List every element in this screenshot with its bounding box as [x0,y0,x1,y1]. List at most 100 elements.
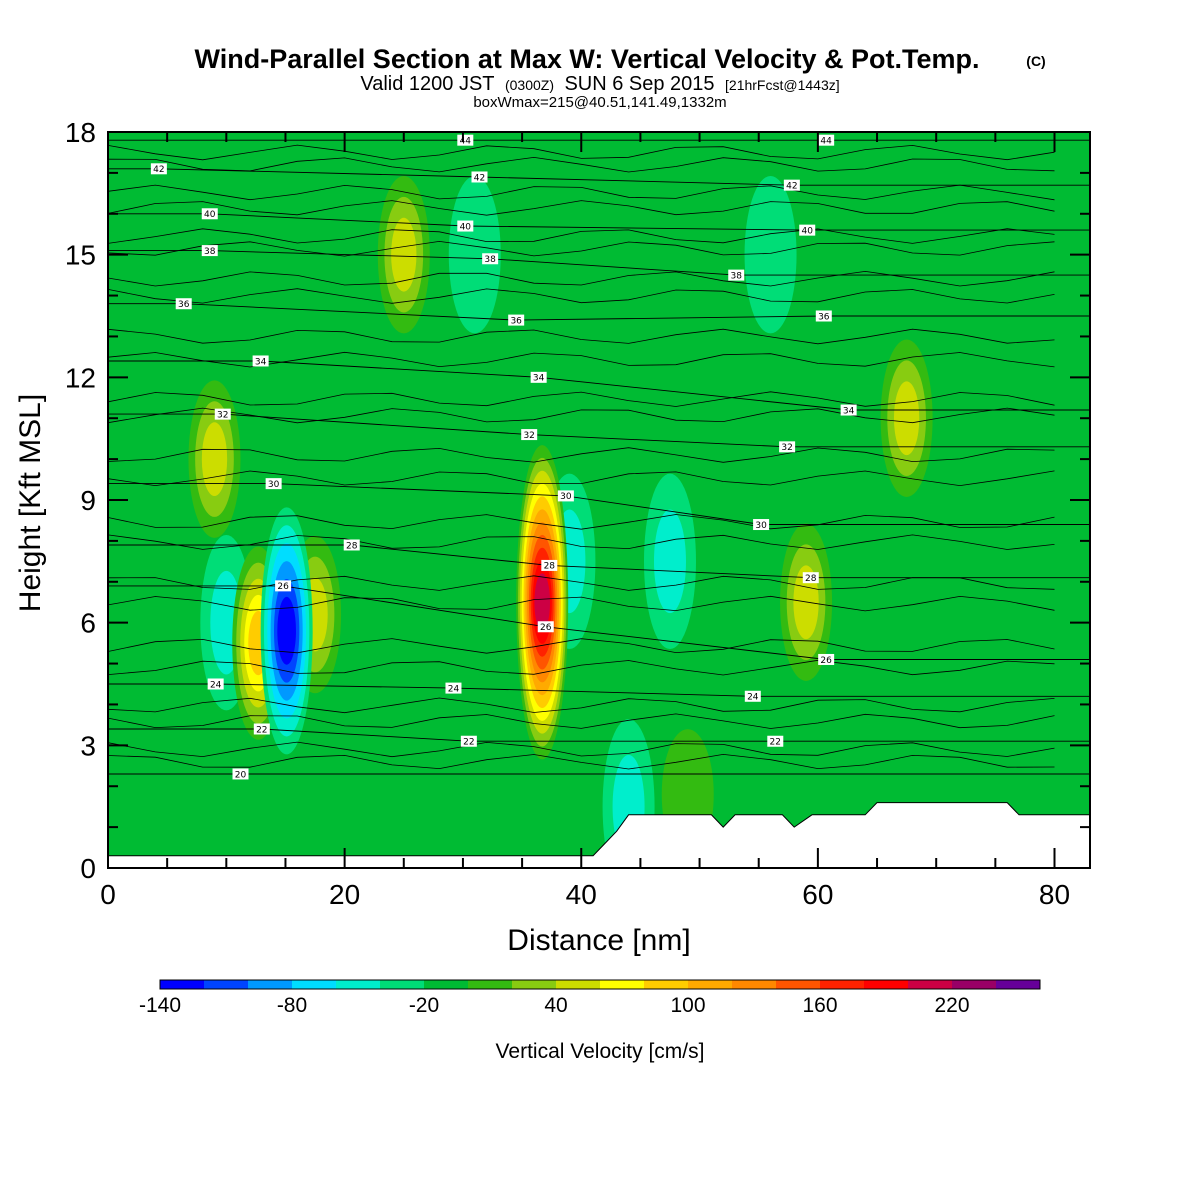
theta-label: 32 [521,429,538,441]
colorbar-swatch [160,980,205,989]
theta-label-box [207,678,224,690]
theta-label-box [557,490,574,502]
theta-label-text: 26 [540,623,552,633]
theta-label-text: 38 [204,247,216,257]
theta-label-box [457,134,474,146]
theta-label-text: 32 [523,431,534,441]
w-feature [880,339,933,497]
theta-label: 32 [214,408,231,420]
theta-label: 38 [728,269,745,281]
theta-label-box [815,310,832,322]
theta-label-text: 40 [460,222,472,232]
theta-label-text: 42 [474,173,485,183]
theta-label: 38 [201,245,218,257]
theta-label-text: 38 [731,271,743,281]
theta-label-box [150,163,167,175]
theta-label: 34 [840,404,857,416]
theta-label-box [818,653,835,665]
w-contour-band [653,509,686,614]
valid-prefix: Valid 1200 JST [360,73,494,95]
theta-label: 26 [275,580,292,592]
theta-label: 44 [818,134,835,146]
theta-contour-line [108,534,1055,550]
colorbar-tick-label: 40 [544,994,567,1017]
theta-label-box [175,298,192,310]
theta-contour-line [108,697,1055,714]
theta-label: 24 [207,678,224,690]
theta-label-box [457,220,474,232]
theta-label: 40 [457,220,474,232]
colorbar-swatch [820,980,865,989]
theta-label-box [521,429,538,441]
y-axis-label: Height [Kft MSL] [14,394,47,612]
theta-label-text: 22 [256,725,267,735]
theta-contour-line [108,328,1055,345]
theta-contour-line [108,200,1055,216]
x-axis-label: Distance [nm] [507,924,690,957]
theta-label-box [530,371,547,383]
x-axis: 0 20 40 60 80 [100,132,1070,910]
theta-label-box [783,179,800,191]
theta-label-box [840,404,857,416]
valid-date: SUN 6 Sep 2015 [564,73,714,95]
y-tick-label: 12 [65,362,96,393]
theta-label-box [201,208,218,220]
theta-label: 30 [265,478,282,490]
w-contour-band [744,175,797,334]
w-contour-band [391,217,417,292]
box-info: boxWmax=215@40.51,141.49,1332m [473,94,726,111]
theta-contour-line [108,270,1055,287]
theta-label: 42 [150,163,167,175]
theta-label-text: 34 [255,357,267,367]
theta-contour-line [108,288,1055,304]
w-contour-band [201,422,228,497]
theta-label-text: 32 [217,410,228,420]
theta-label-text: 30 [268,480,280,490]
w-feature [188,380,241,538]
theta-label-text: 28 [544,562,556,572]
colorbar-label: Vertical Velocity [cm/s] [496,1040,705,1063]
colorbar-swatch [908,980,953,989]
theta-label: 40 [201,208,218,220]
theta-label-text: 38 [484,255,496,265]
y-tick-label: 0 [80,853,96,884]
theta-label-text: 30 [560,492,572,502]
theta-contour-line [108,391,1055,407]
theta-label: 36 [175,298,192,310]
theta-label-box [471,171,488,183]
theta-label: 28 [802,572,819,584]
theta-label-text: 24 [210,680,222,690]
plot-area: 42 44 44 40 42 42 38 40 40 36 38 38 36 36 34 34 34 32 32 32… [108,132,1090,868]
theta-contour-line [108,447,1055,463]
theta-label-box [802,572,819,584]
colorbar-swatch [380,980,425,989]
theta-label: 26 [818,653,835,666]
theta-contour-line [108,575,1055,591]
theta-label-text: 42 [786,181,797,191]
theta-label-text: 42 [153,165,164,175]
theta-label-text: 40 [204,210,216,220]
theta-label-text: 36 [818,312,830,322]
theta-label: 28 [541,559,558,572]
theta-label: 26 [537,621,554,633]
theta-label-text: 44 [460,136,472,146]
theta-label-box [275,580,292,592]
theta-label-text: 40 [802,226,814,236]
theta-label-box [343,539,360,551]
colorbar-swatch [996,980,1041,989]
theta-label: 22 [253,723,270,735]
theta-label: 44 [457,134,474,146]
terrain-mask [108,802,1090,868]
colorbar-swatch [864,980,909,989]
theta-contour-line [108,659,1055,676]
colorbar-swatch [644,980,689,989]
colorbar-swatch [556,980,601,989]
w-contour-band [277,596,296,665]
y-tick-label: 6 [80,608,96,639]
w-feature [260,507,313,755]
theta-label-box [541,559,558,571]
theta-label-text: 34 [533,374,545,384]
valid-utc: (0300Z) [505,77,554,93]
theta-label: 36 [508,314,525,326]
colorbar-swatch [732,980,777,989]
